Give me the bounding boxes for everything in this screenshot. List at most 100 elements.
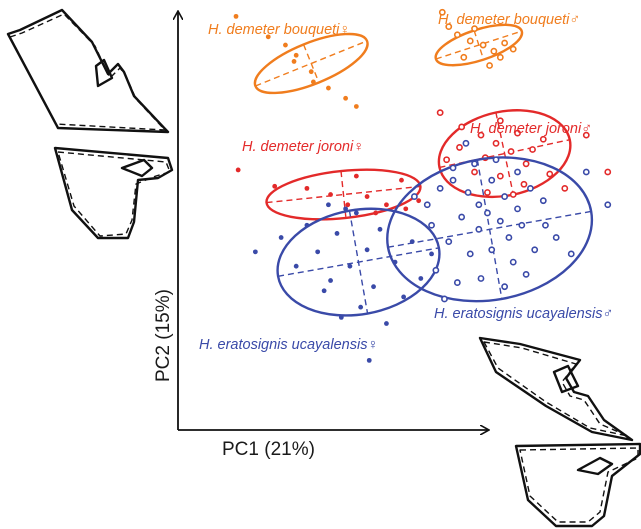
data-point bbox=[291, 59, 297, 64]
data-point bbox=[436, 109, 444, 117]
data-point bbox=[334, 231, 340, 236]
data-point bbox=[490, 47, 498, 55]
ellipse-minor-axis bbox=[476, 159, 503, 300]
data-point bbox=[471, 168, 478, 176]
data-point bbox=[399, 177, 404, 183]
ellipse-minor-axis bbox=[340, 171, 347, 219]
series-1 bbox=[434, 8, 524, 69]
data-point bbox=[567, 250, 575, 258]
data-point bbox=[514, 129, 521, 137]
data-point bbox=[486, 62, 493, 69]
data-point bbox=[522, 160, 530, 168]
data-point bbox=[410, 193, 418, 200]
data-point bbox=[377, 226, 383, 232]
data-point bbox=[326, 202, 331, 208]
data-point bbox=[488, 176, 496, 184]
data-point bbox=[445, 238, 453, 246]
data-point bbox=[384, 202, 389, 208]
data-point bbox=[484, 189, 491, 196]
ellipse-minor-axis bbox=[348, 210, 369, 314]
data-point bbox=[304, 185, 310, 191]
data-point bbox=[496, 117, 504, 125]
data-point bbox=[561, 184, 569, 192]
plot-area bbox=[233, 8, 612, 363]
data-point bbox=[475, 201, 483, 209]
data-point bbox=[507, 148, 515, 155]
data-point bbox=[384, 321, 389, 326]
data-point bbox=[475, 225, 483, 233]
data-point bbox=[429, 251, 434, 257]
ellipse-minor-axis bbox=[495, 112, 515, 195]
data-point bbox=[462, 139, 470, 147]
data-point bbox=[552, 234, 560, 241]
data-point bbox=[428, 221, 435, 229]
data-point bbox=[445, 23, 453, 31]
data-point bbox=[364, 247, 370, 253]
series-3 bbox=[436, 109, 612, 199]
data-point bbox=[471, 160, 478, 168]
data-point bbox=[441, 295, 448, 303]
data-point bbox=[492, 139, 500, 147]
axes bbox=[178, 12, 488, 430]
data-point bbox=[464, 189, 472, 196]
label-erato-male: H. eratosignis ucayalensis♂ bbox=[434, 306, 613, 322]
data-point bbox=[531, 246, 539, 254]
data-point bbox=[423, 201, 431, 209]
top-left-hindwing-shape bbox=[53, 146, 174, 240]
data-point bbox=[496, 217, 504, 225]
ellipse-minor-axis bbox=[473, 30, 485, 60]
data-point bbox=[315, 249, 321, 255]
label-erato-female: H. eratosignis ucayalensis♀ bbox=[199, 337, 378, 353]
data-point bbox=[366, 357, 372, 363]
bottom-right-hindwing-shape bbox=[514, 442, 641, 528]
data-point bbox=[484, 209, 491, 217]
data-point bbox=[492, 156, 500, 164]
data-point bbox=[479, 41, 487, 49]
data-point bbox=[514, 168, 521, 176]
data-point bbox=[328, 278, 333, 283]
data-point bbox=[458, 213, 466, 221]
data-point bbox=[466, 37, 474, 45]
data-point bbox=[542, 221, 549, 229]
top-left-forewing-shape bbox=[6, 8, 170, 134]
label-joroni-female: H. demeter joroni♀ bbox=[242, 139, 364, 155]
data-point bbox=[235, 167, 241, 173]
ellipse-minor-axis bbox=[302, 44, 320, 83]
data-point bbox=[520, 180, 528, 188]
data-point bbox=[278, 235, 284, 240]
data-point bbox=[471, 25, 478, 33]
data-point bbox=[233, 13, 239, 19]
data-point bbox=[496, 53, 504, 61]
data-point bbox=[293, 52, 299, 58]
data-point bbox=[328, 192, 333, 197]
data-point bbox=[418, 276, 424, 281]
data-point bbox=[496, 172, 504, 180]
data-point bbox=[321, 288, 327, 294]
data-point bbox=[522, 270, 530, 278]
data-point bbox=[347, 263, 353, 269]
data-point bbox=[518, 221, 526, 229]
data-point bbox=[338, 314, 344, 320]
data-point bbox=[326, 85, 331, 91]
data-point bbox=[604, 201, 612, 209]
data-point bbox=[501, 39, 509, 47]
data-point bbox=[401, 294, 407, 300]
data-point bbox=[353, 104, 359, 109]
y-axis-label: PC2 (15%) bbox=[153, 289, 174, 382]
data-point bbox=[546, 170, 554, 178]
data-point bbox=[438, 8, 446, 16]
data-point bbox=[283, 42, 288, 48]
data-point bbox=[501, 193, 509, 200]
data-point bbox=[364, 194, 370, 199]
x-axis-label: PC1 (21%) bbox=[222, 439, 315, 460]
data-point bbox=[509, 191, 517, 198]
data-point bbox=[604, 168, 612, 176]
data-point bbox=[443, 156, 451, 164]
data-point bbox=[539, 197, 547, 205]
data-point bbox=[373, 210, 379, 216]
data-point bbox=[265, 34, 271, 40]
data-point bbox=[436, 184, 444, 192]
data-point bbox=[272, 183, 278, 189]
data-point bbox=[353, 173, 359, 179]
